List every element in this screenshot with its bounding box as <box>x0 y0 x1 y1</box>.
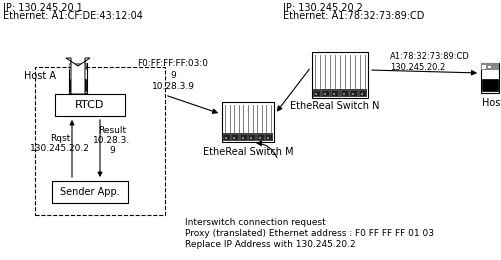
Bar <box>232 135 238 140</box>
Text: A1:78:32:73:89:CD
130.245.20.2: A1:78:32:73:89:CD 130.245.20.2 <box>390 52 470 72</box>
Text: Proxy (translated) Ethernet address : F0 FF FF FF 01 03: Proxy (translated) Ethernet address : F0… <box>185 229 434 238</box>
Bar <box>360 91 366 96</box>
Text: F0:FF:FF:FF:03:0
9
10.28.3.9: F0:FF:FF:FF:03:0 9 10.28.3.9 <box>137 59 208 90</box>
Bar <box>250 137 252 139</box>
Bar <box>343 93 345 95</box>
Bar <box>342 91 348 96</box>
Bar <box>52 181 128 203</box>
Bar <box>241 135 247 140</box>
Text: IP: 130.245.20.2: IP: 130.245.20.2 <box>283 3 363 13</box>
Text: RTCD: RTCD <box>75 100 105 110</box>
Text: EtheReal Switch N: EtheReal Switch N <box>290 101 380 111</box>
Bar <box>70 79 86 91</box>
Bar <box>35 67 165 215</box>
Text: Rqst
130.245.20.2: Rqst 130.245.20.2 <box>30 134 90 153</box>
Bar <box>69 63 87 70</box>
Text: Interswitch connection request: Interswitch connection request <box>185 218 326 227</box>
Bar <box>55 94 125 116</box>
Bar <box>361 93 363 95</box>
Bar <box>324 93 326 95</box>
Text: Ethernet: A1:CF:DE:43:12:04: Ethernet: A1:CF:DE:43:12:04 <box>3 11 143 21</box>
Bar <box>242 137 244 139</box>
Bar <box>69 63 87 93</box>
Polygon shape <box>66 58 90 94</box>
Bar <box>233 137 235 139</box>
Bar <box>481 63 499 70</box>
Bar <box>224 135 230 140</box>
Bar <box>333 93 335 95</box>
Bar <box>312 52 368 98</box>
Bar <box>482 65 486 69</box>
Bar <box>352 93 354 95</box>
Bar <box>267 137 269 139</box>
Text: Replace IP Address with 130.245.20.2: Replace IP Address with 130.245.20.2 <box>185 240 356 249</box>
Bar <box>332 91 338 96</box>
Bar <box>323 91 329 96</box>
Bar <box>225 137 227 139</box>
Bar <box>266 135 272 140</box>
Bar <box>488 66 491 68</box>
Bar <box>313 89 367 97</box>
Bar <box>76 66 79 68</box>
Text: IP: 130.245.20.1: IP: 130.245.20.1 <box>3 3 83 13</box>
Text: Host B: Host B <box>482 98 501 108</box>
Bar <box>482 79 498 91</box>
Text: EtheReal Switch M: EtheReal Switch M <box>203 147 293 157</box>
Text: Host A: Host A <box>24 71 56 81</box>
Bar <box>249 135 255 140</box>
Bar <box>481 63 499 93</box>
Bar <box>258 135 264 140</box>
Bar <box>223 133 273 141</box>
Bar <box>314 91 320 96</box>
Bar <box>315 93 317 95</box>
Bar <box>70 65 74 69</box>
Bar <box>259 137 261 139</box>
Text: Sender App.: Sender App. <box>60 187 120 197</box>
Text: Ethernet: A1:78:32:73:89:CD: Ethernet: A1:78:32:73:89:CD <box>283 11 424 21</box>
Bar <box>222 102 274 142</box>
Text: Result
10.28.3.
9: Result 10.28.3. 9 <box>93 126 131 155</box>
Bar <box>351 91 357 96</box>
